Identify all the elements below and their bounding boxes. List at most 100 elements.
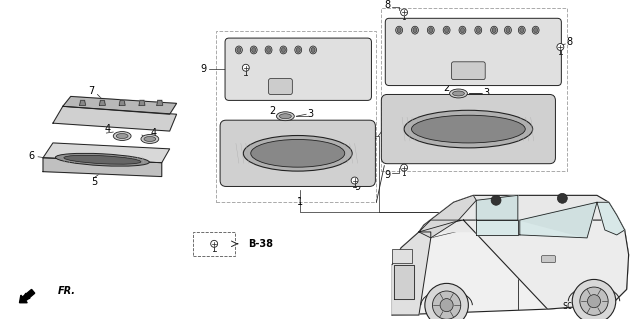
Polygon shape (63, 96, 177, 114)
Polygon shape (43, 158, 162, 176)
Ellipse shape (296, 48, 300, 52)
Ellipse shape (412, 115, 525, 143)
FancyBboxPatch shape (269, 79, 292, 94)
Text: 9: 9 (384, 170, 390, 180)
Ellipse shape (265, 46, 272, 54)
Polygon shape (419, 195, 625, 232)
Ellipse shape (491, 26, 497, 34)
Polygon shape (53, 106, 177, 131)
Bar (392, 249, 412, 263)
Ellipse shape (460, 28, 465, 33)
Ellipse shape (276, 112, 294, 121)
Ellipse shape (534, 28, 538, 33)
Ellipse shape (280, 114, 291, 119)
Ellipse shape (413, 28, 417, 33)
FancyBboxPatch shape (225, 38, 371, 100)
Text: 8: 8 (566, 37, 572, 47)
Polygon shape (43, 143, 170, 163)
Text: 2: 2 (444, 83, 450, 93)
Ellipse shape (459, 26, 466, 34)
Ellipse shape (144, 137, 156, 141)
Text: 2: 2 (269, 106, 276, 116)
Text: SCV3-B1000: SCV3-B1000 (563, 302, 612, 311)
Circle shape (588, 295, 600, 308)
Polygon shape (419, 220, 463, 232)
Circle shape (433, 291, 461, 319)
Ellipse shape (412, 26, 419, 34)
FancyBboxPatch shape (381, 94, 556, 164)
Polygon shape (139, 100, 145, 105)
Polygon shape (520, 202, 597, 238)
Ellipse shape (310, 46, 317, 54)
Ellipse shape (64, 155, 141, 164)
Ellipse shape (404, 110, 532, 148)
Circle shape (351, 177, 358, 184)
Ellipse shape (141, 135, 159, 144)
Circle shape (401, 9, 408, 16)
Ellipse shape (504, 26, 511, 34)
Ellipse shape (311, 48, 315, 52)
Text: 8: 8 (384, 0, 390, 11)
Text: FR.: FR. (58, 286, 76, 296)
FancyArrow shape (19, 289, 35, 303)
Polygon shape (394, 264, 414, 299)
Circle shape (491, 195, 501, 205)
Text: 6: 6 (28, 151, 34, 161)
Ellipse shape (252, 48, 256, 52)
FancyBboxPatch shape (541, 256, 556, 263)
Ellipse shape (443, 26, 450, 34)
Circle shape (557, 43, 564, 50)
Text: 7: 7 (88, 86, 95, 96)
Ellipse shape (452, 91, 465, 96)
Polygon shape (463, 220, 628, 309)
Text: 4: 4 (151, 128, 157, 138)
Circle shape (572, 279, 616, 319)
Polygon shape (520, 202, 597, 238)
Polygon shape (419, 195, 476, 238)
Circle shape (580, 287, 608, 315)
FancyBboxPatch shape (220, 120, 376, 186)
Circle shape (440, 299, 453, 312)
Circle shape (211, 240, 218, 247)
Polygon shape (79, 100, 86, 105)
Ellipse shape (506, 28, 510, 33)
FancyBboxPatch shape (452, 62, 485, 80)
Bar (381, 8, 567, 171)
Text: 9: 9 (355, 182, 361, 192)
Ellipse shape (113, 131, 131, 140)
Text: 9: 9 (200, 64, 206, 74)
Ellipse shape (116, 134, 128, 138)
Ellipse shape (267, 48, 271, 52)
Ellipse shape (520, 28, 524, 33)
Ellipse shape (236, 46, 243, 54)
Circle shape (425, 283, 468, 319)
Ellipse shape (518, 26, 525, 34)
Ellipse shape (475, 26, 482, 34)
Text: 4: 4 (104, 124, 110, 134)
Polygon shape (476, 220, 518, 235)
Polygon shape (119, 100, 125, 105)
Ellipse shape (280, 46, 287, 54)
Ellipse shape (449, 89, 467, 98)
Ellipse shape (56, 153, 149, 166)
Ellipse shape (396, 26, 403, 34)
Circle shape (243, 64, 249, 71)
Text: 3: 3 (307, 109, 313, 119)
Ellipse shape (445, 28, 449, 33)
Ellipse shape (295, 46, 301, 54)
Text: 3: 3 (483, 88, 489, 99)
Text: 5: 5 (92, 176, 97, 187)
Bar (193, 232, 235, 256)
Text: B-38: B-38 (248, 239, 273, 249)
Polygon shape (392, 220, 628, 315)
Ellipse shape (532, 26, 539, 34)
Text: 1: 1 (371, 131, 378, 141)
Bar (216, 31, 376, 202)
Ellipse shape (251, 139, 345, 167)
FancyBboxPatch shape (385, 18, 561, 85)
Ellipse shape (243, 136, 352, 171)
Ellipse shape (429, 28, 433, 33)
Text: 1: 1 (297, 197, 303, 207)
Polygon shape (597, 202, 625, 235)
Ellipse shape (397, 28, 401, 33)
